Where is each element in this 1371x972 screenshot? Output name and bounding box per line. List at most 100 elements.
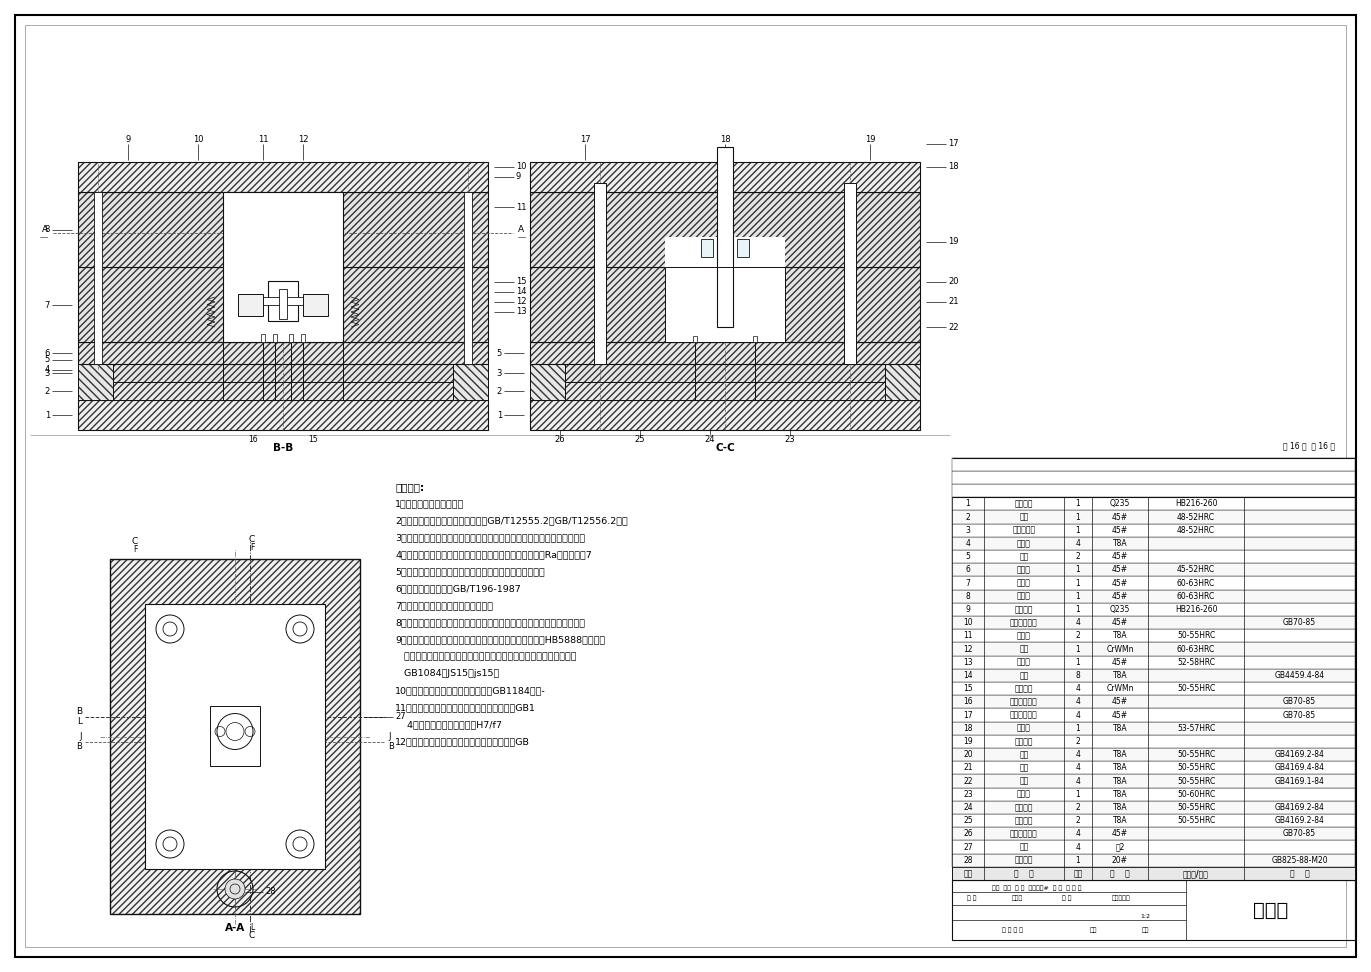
Text: T8A: T8A (1113, 789, 1127, 799)
Bar (951, 484, 1355, 498)
Bar (112, 364, 452, 382)
Text: 推杆: 推杆 (1020, 777, 1028, 785)
Text: 28: 28 (964, 855, 973, 865)
Text: 7: 7 (45, 300, 49, 309)
Text: 浇口套: 浇口套 (1017, 724, 1031, 733)
Text: 27: 27 (395, 712, 406, 721)
Bar (78, 342, 112, 400)
Text: 3、模具所有活动部分应保证位置准确，动作可靠，不得有歪斜和卡滞现象: 3、模具所有活动部分应保证位置准确，动作可靠，不得有歪斜和卡滞现象 (395, 533, 585, 542)
Text: Q235: Q235 (1109, 605, 1130, 614)
Text: 弹簧: 弹簧 (1020, 671, 1028, 679)
Text: 1: 1 (1076, 512, 1080, 522)
Bar (531, 267, 920, 342)
Text: 15: 15 (515, 277, 526, 287)
Text: 定尺固定螺钉: 定尺固定螺钉 (1010, 711, 1038, 719)
Bar (951, 695, 1355, 709)
Text: 1: 1 (1076, 526, 1080, 535)
Text: 45#: 45# (1112, 552, 1128, 561)
Bar (951, 603, 1355, 616)
Text: 28: 28 (265, 887, 276, 896)
Bar (110, 559, 361, 914)
Text: 拉料杆: 拉料杆 (1017, 789, 1031, 799)
Text: 2: 2 (1076, 816, 1080, 825)
Text: —: — (40, 232, 48, 242)
Bar (886, 342, 920, 400)
Text: 19: 19 (964, 737, 973, 746)
Bar (78, 192, 488, 267)
Bar (951, 576, 1355, 590)
Bar (531, 342, 920, 364)
Bar (531, 192, 920, 267)
Text: 推板固定螺钉: 推板固定螺钉 (1010, 697, 1038, 707)
Text: 24: 24 (705, 435, 716, 444)
Text: 17: 17 (580, 135, 591, 145)
Bar (78, 400, 488, 430)
Text: B-B: B-B (273, 443, 293, 453)
Text: 11: 11 (515, 202, 526, 212)
Text: 4: 4 (45, 365, 49, 374)
Bar (531, 400, 920, 430)
Text: CrWMn: CrWMn (1106, 644, 1134, 653)
Bar (531, 342, 565, 400)
Text: 4: 4 (1076, 538, 1080, 548)
Text: 45#: 45# (1112, 566, 1128, 574)
Text: 6: 6 (45, 349, 49, 358)
Text: 吊环螺钉: 吊环螺钉 (1015, 855, 1034, 865)
Text: 推杆固定板: 推杆固定板 (1012, 526, 1035, 535)
Text: 2: 2 (1076, 631, 1080, 641)
Text: 45#: 45# (1112, 658, 1128, 667)
Text: 50-55HRC: 50-55HRC (1176, 631, 1215, 641)
Text: J: J (388, 732, 391, 741)
Text: 导柱: 导柱 (1020, 763, 1028, 773)
Text: 4: 4 (1076, 829, 1080, 838)
Text: 12: 12 (515, 297, 526, 306)
Text: 2: 2 (1076, 737, 1080, 746)
Text: 48-52HRC: 48-52HRC (1176, 526, 1215, 535)
Bar (951, 524, 1355, 537)
Bar (951, 787, 1355, 801)
Text: 7、冷却系统应畅通，不应有泄漏现象: 7、冷却系统应畅通，不应有泄漏现象 (395, 601, 494, 610)
Bar (951, 470, 1355, 484)
Text: 代    码: 代 码 (1290, 869, 1309, 878)
Bar (951, 682, 1355, 695)
Text: 1: 1 (1076, 855, 1080, 865)
Bar (951, 655, 1355, 669)
Bar (223, 192, 343, 342)
Bar (110, 559, 361, 914)
Text: 13: 13 (964, 658, 973, 667)
Bar (738, 239, 749, 257)
Text: 45#: 45# (1112, 711, 1128, 719)
Text: 序号: 序号 (964, 869, 972, 878)
Text: 4: 4 (1076, 777, 1080, 785)
Bar (145, 604, 325, 869)
Text: C: C (250, 931, 255, 941)
Text: 垫块: 垫块 (1020, 552, 1028, 561)
Text: 5: 5 (965, 552, 971, 561)
Bar (665, 267, 786, 342)
Text: 12: 12 (298, 135, 308, 145)
Bar (210, 707, 260, 767)
Bar (531, 267, 920, 342)
Text: 材    料: 材 料 (1111, 869, 1130, 878)
Text: L: L (250, 923, 254, 932)
Text: 12: 12 (964, 644, 973, 653)
Text: 21: 21 (947, 297, 958, 306)
Text: 5: 5 (496, 349, 502, 358)
Text: T8A: T8A (1113, 816, 1127, 825)
Text: 4、流道转接处应光滑圆弧连接，浇注系统表面粗糙度参数Ra最大允许值7: 4、流道转接处应光滑圆弧连接，浇注系统表面粗糙度参数Ra最大允许值7 (395, 550, 592, 559)
Text: 支撑板: 支撑板 (1017, 566, 1031, 574)
Bar (951, 510, 1355, 524)
Bar (223, 192, 343, 342)
Bar (951, 590, 1355, 603)
Text: B: B (75, 707, 82, 716)
Text: T8A: T8A (1113, 724, 1127, 733)
Text: Q235: Q235 (1109, 500, 1130, 508)
Text: GB4459.4-84: GB4459.4-84 (1275, 671, 1324, 679)
Text: 45#: 45# (1112, 618, 1128, 627)
Text: 21: 21 (964, 763, 973, 773)
Text: —: — (518, 232, 526, 242)
Text: GB70-85: GB70-85 (1283, 829, 1316, 838)
Text: 技术要求:: 技术要求: (395, 482, 424, 492)
Text: T8A: T8A (1113, 631, 1127, 641)
Text: 25: 25 (964, 816, 973, 825)
